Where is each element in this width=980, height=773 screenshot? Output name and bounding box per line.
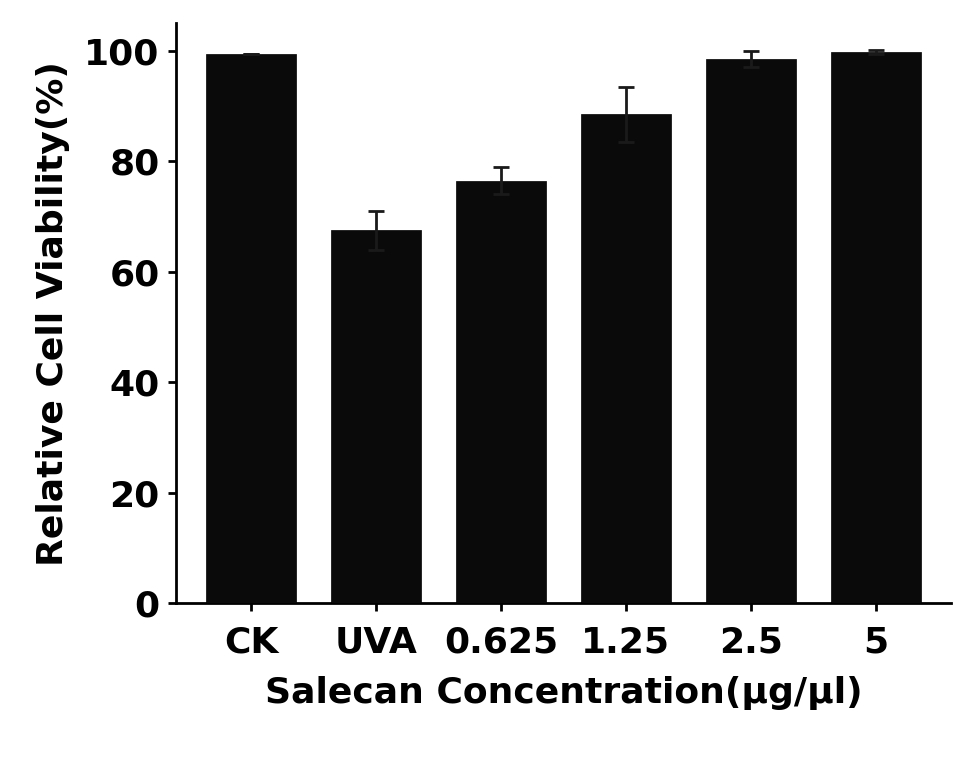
- Y-axis label: Relative Cell Viability(%): Relative Cell Viability(%): [36, 60, 71, 566]
- Bar: [706, 59, 796, 603]
- Bar: [207, 53, 296, 603]
- Bar: [331, 230, 421, 603]
- Bar: [581, 114, 671, 603]
- Bar: [831, 52, 920, 603]
- Bar: [456, 181, 546, 603]
- X-axis label: Salecan Concentration(μg/μl): Salecan Concentration(μg/μl): [265, 676, 862, 710]
